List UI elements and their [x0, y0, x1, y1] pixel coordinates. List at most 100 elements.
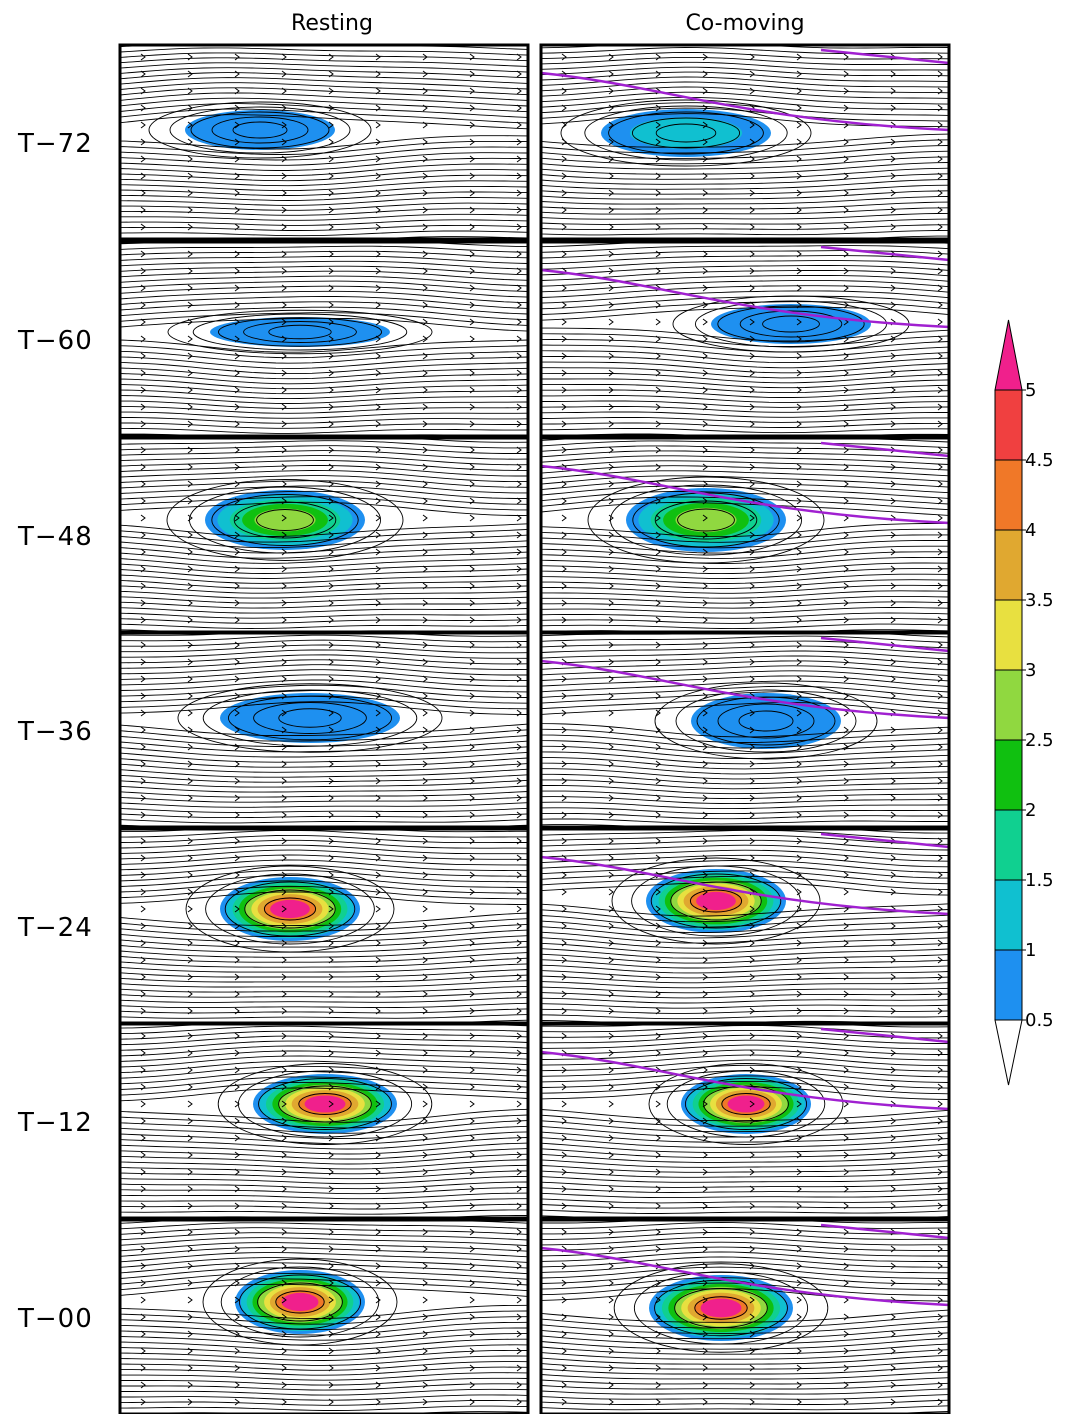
arrow [608, 599, 614, 607]
arrow [516, 990, 522, 998]
arrow [561, 87, 567, 95]
arrow [469, 990, 475, 998]
arrow [516, 87, 522, 95]
arrow [937, 939, 943, 947]
arrow [890, 138, 896, 146]
arrow [516, 1262, 522, 1270]
arrow [187, 446, 193, 454]
arrow [516, 284, 522, 292]
arrow [516, 709, 522, 717]
arrow [375, 1202, 381, 1210]
arrow [843, 548, 849, 556]
arrow [702, 1032, 708, 1040]
arrow [890, 463, 896, 471]
arrow [561, 1151, 567, 1159]
colorbar-label: 3 [1025, 660, 1036, 681]
arrow [234, 497, 240, 505]
arrow [469, 1313, 475, 1321]
arrow [281, 616, 287, 624]
arrow [937, 386, 943, 394]
arrow [608, 206, 614, 214]
arrow [749, 480, 755, 488]
arrow [375, 53, 381, 61]
arrow [749, 1049, 755, 1057]
arrow [234, 250, 240, 258]
colorbar-segment [994, 949, 1023, 1021]
arrow [375, 1398, 381, 1406]
arrow [702, 223, 708, 231]
arrow [749, 1381, 755, 1389]
arrow [187, 777, 193, 785]
arrow [796, 1083, 802, 1091]
vortex-line [244, 889, 336, 929]
row-label: T−48 [17, 522, 93, 552]
arrow [328, 138, 334, 146]
vortex-line [674, 1288, 768, 1328]
arrow [281, 794, 287, 802]
arrow [937, 1007, 943, 1015]
arrow [375, 284, 381, 292]
arrow [140, 1245, 146, 1253]
arrow [234, 267, 240, 275]
arrow [702, 53, 708, 61]
arrow [655, 250, 661, 258]
arrow [375, 726, 381, 734]
arrow [561, 709, 567, 717]
arrow [516, 616, 522, 624]
arrow [281, 301, 287, 309]
arrow [469, 599, 475, 607]
arrow [281, 1007, 287, 1015]
arrow [702, 837, 708, 845]
arrow [561, 990, 567, 998]
arrow [608, 1151, 614, 1159]
arrow [796, 1245, 802, 1253]
arrow [702, 939, 708, 947]
arrow [422, 854, 428, 862]
arrow [702, 155, 708, 163]
arrow [422, 888, 428, 896]
arrow [843, 206, 849, 214]
arrow [469, 1381, 475, 1389]
arrow [890, 206, 896, 214]
arrow [328, 973, 334, 981]
arrow [140, 1364, 146, 1372]
arrow [422, 1049, 428, 1057]
arrow [796, 1279, 802, 1287]
arrow [422, 189, 428, 197]
arrow [749, 138, 755, 146]
arrow [328, 172, 334, 180]
arrow [843, 1134, 849, 1142]
arrow [655, 335, 661, 343]
arrow [516, 104, 522, 112]
arrow [608, 1083, 614, 1091]
arrow [843, 1049, 849, 1057]
arrow [749, 794, 755, 802]
arrow [328, 777, 334, 785]
arrow [608, 1185, 614, 1193]
arrow [749, 1347, 755, 1355]
arrow [516, 531, 522, 539]
arrow [281, 155, 287, 163]
arrow [140, 1185, 146, 1193]
arrow [469, 1100, 475, 1108]
arrow [561, 514, 567, 522]
arrow [561, 172, 567, 180]
arrow [328, 709, 334, 717]
streamline [120, 829, 528, 1023]
arrow [234, 1202, 240, 1210]
arrow [890, 1381, 896, 1389]
arrow [516, 1032, 522, 1040]
arrow [234, 1398, 240, 1406]
arrow [561, 905, 567, 913]
arrow [140, 726, 146, 734]
arrow [234, 172, 240, 180]
arrow [561, 565, 567, 573]
arrow [655, 1134, 661, 1142]
arrow [469, 172, 475, 180]
arrow [187, 905, 193, 913]
arrow [561, 121, 567, 129]
arrow [608, 1381, 614, 1389]
arrow [234, 1066, 240, 1074]
arrow [749, 811, 755, 819]
arrow [843, 922, 849, 930]
